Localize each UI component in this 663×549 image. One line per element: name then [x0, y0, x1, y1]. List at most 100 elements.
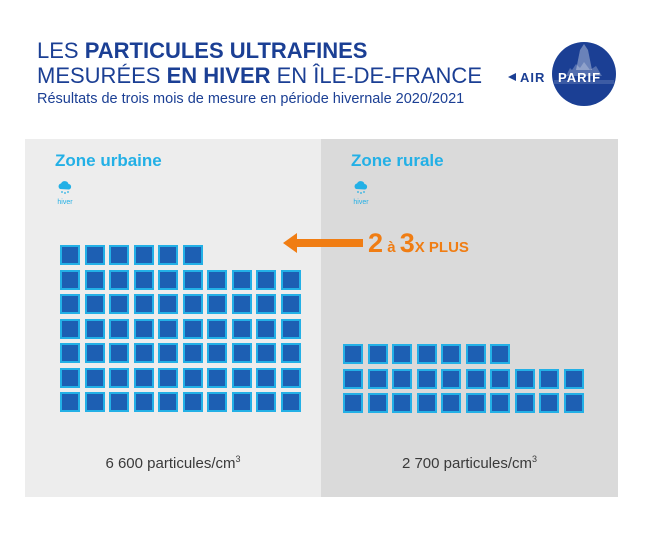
particle-cell — [392, 393, 412, 413]
title-line-1-prefix: LES — [37, 38, 85, 63]
particle-cell — [231, 392, 252, 412]
particle-cell — [158, 294, 178, 314]
particle-cell — [490, 393, 510, 413]
particle-cell — [133, 269, 154, 290]
particle-cell — [207, 392, 227, 412]
logo-text-left: AIR — [520, 70, 545, 85]
particle-cell — [133, 392, 154, 412]
particle-cell — [133, 318, 154, 339]
particle-cell — [280, 367, 301, 388]
urban-count-unit-exponent: 3 — [235, 454, 241, 464]
zone-title: Zone urbaine — [55, 151, 162, 170]
particle-cell — [280, 392, 301, 412]
particle-cell — [158, 343, 178, 363]
particle-cell — [109, 318, 129, 339]
cloud-snow-icon — [354, 181, 368, 194]
logo-text-right: PARIF — [558, 70, 601, 85]
rural-count: 2 700 particules/cm3 — [321, 454, 618, 472]
particle-cell — [207, 294, 227, 314]
particle-cell — [231, 318, 252, 339]
particle-cell — [465, 393, 486, 413]
particle-cell — [514, 368, 535, 389]
particle-cell — [514, 393, 535, 413]
particle-cell — [280, 269, 301, 290]
particle-cell — [280, 318, 301, 339]
particle-cell — [343, 393, 363, 413]
particle-cell — [367, 368, 388, 389]
particle-cell — [109, 294, 129, 314]
rural-zone-panel: Zone rurale hiver 2 700 particules/cm3 — [321, 139, 618, 497]
particle-cell — [416, 344, 437, 364]
particle-cell — [231, 269, 252, 290]
particle-cell — [182, 269, 203, 290]
title-line-1-bold: PARTICULES ULTRAFINES — [84, 38, 368, 63]
urban-count: 6 600 particules/cm3 — [25, 454, 321, 472]
particle-cell — [84, 392, 105, 412]
particle-cell — [60, 269, 80, 290]
particle-cell — [280, 343, 301, 363]
particle-cell — [207, 343, 227, 363]
particle-cell — [563, 393, 584, 413]
airparif-logo: AIR PARIF — [508, 42, 616, 106]
particle-cell — [158, 318, 178, 339]
particle-cell — [158, 269, 178, 290]
particle-cell — [256, 343, 276, 363]
particle-cell — [256, 269, 276, 290]
particle-cell — [256, 367, 276, 388]
particle-cell — [441, 368, 461, 389]
particle-cell — [84, 318, 105, 339]
title-line-2: MESURÉES EN HIVER EN ÎLE-DE-FRANCE — [37, 63, 482, 89]
urban-count-value: 6 600 particules/cm — [105, 455, 236, 472]
particle-cell — [539, 393, 559, 413]
particle-cell — [158, 367, 178, 388]
winter-indicator: hiver — [351, 181, 371, 206]
particle-cell — [109, 269, 129, 290]
particle-cell — [60, 392, 80, 412]
particle-cell — [109, 367, 129, 388]
particle-cell — [60, 318, 80, 339]
particle-cell — [109, 343, 129, 363]
particle-cell — [490, 344, 510, 364]
ratio-suffix: X PLUS — [414, 239, 469, 256]
season-label: hiver — [57, 199, 73, 206]
particle-cell — [441, 393, 461, 413]
particle-cell — [256, 318, 276, 339]
particle-cell — [392, 368, 412, 389]
particle-cell — [60, 245, 80, 265]
cloud-snow-icon — [58, 181, 72, 194]
particle-cell — [539, 368, 559, 389]
particle-cell — [182, 318, 203, 339]
ratio-connector: à — [383, 239, 400, 256]
particle-cell — [367, 393, 388, 413]
particle-cell — [490, 368, 510, 389]
particle-cell — [563, 368, 584, 389]
particle-cell — [182, 392, 203, 412]
comparison-ratio: 2 à 3X PLUS — [368, 228, 469, 259]
particle-cell — [416, 368, 437, 389]
particle-cell — [182, 245, 203, 265]
rural-count-value: 2 700 particules/cm — [401, 455, 533, 472]
particle-cell — [207, 367, 227, 388]
arrow-left-icon — [283, 233, 363, 253]
particle-cell — [133, 343, 154, 363]
particle-cell — [109, 392, 129, 412]
title-line-2-suffix: EN ÎLE-DE-FRANCE — [270, 63, 482, 88]
particle-cell — [182, 367, 203, 388]
particle-cell — [84, 367, 105, 388]
particle-cell — [343, 344, 363, 364]
rural-count-unit-exponent: 3 — [532, 454, 538, 464]
particle-cell — [465, 344, 486, 364]
winter-indicator: hiver — [55, 181, 75, 206]
title-line-2-prefix: MESURÉES — [37, 63, 167, 88]
particle-cell — [441, 344, 461, 364]
zone-title: Zone rurale — [351, 151, 444, 170]
particle-cell — [182, 294, 203, 314]
title-line-2-bold: EN HIVER — [166, 63, 271, 88]
particle-cell — [84, 294, 105, 314]
particle-cell — [60, 343, 80, 363]
particle-cell — [84, 245, 105, 265]
particle-cell — [231, 367, 252, 388]
particle-cell — [182, 343, 203, 363]
particle-cell — [207, 269, 227, 290]
particle-cell — [133, 294, 154, 314]
